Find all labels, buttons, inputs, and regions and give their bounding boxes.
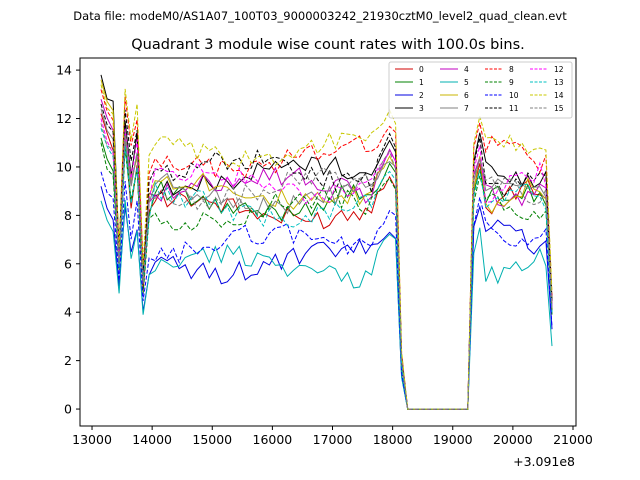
x-tick-label: 19000	[433, 432, 473, 447]
series-line-0	[100, 113, 553, 410]
x-tick-label: 18000	[373, 432, 413, 447]
legend-label-1: 1	[419, 78, 424, 87]
legend-label-6: 6	[464, 91, 469, 100]
series-line-14	[100, 84, 553, 410]
legend-label-11: 11	[509, 104, 519, 113]
series-line-5	[100, 199, 553, 410]
series-line-8	[100, 89, 553, 410]
x-tick-label: 21000	[553, 432, 593, 447]
series-line-12	[100, 118, 553, 410]
y-tick-label: 4	[64, 305, 72, 320]
y-tick-label: 12	[56, 111, 72, 126]
legend-label-7: 7	[464, 104, 469, 113]
series-line-9	[100, 142, 553, 410]
series-line-10	[100, 171, 553, 410]
series-line-1	[100, 137, 553, 410]
series-line-13	[100, 128, 553, 410]
plot-lines	[100, 74, 553, 410]
legend-label-2: 2	[419, 91, 424, 100]
legend-label-5: 5	[464, 78, 469, 87]
series-line-4	[100, 99, 553, 410]
y-tick-label: 8	[64, 208, 72, 223]
series-line-3	[100, 74, 553, 410]
x-tick-label: 17000	[313, 432, 353, 447]
x-offset-label: +3.091e8	[513, 454, 575, 469]
suptitle: Data file: modeM0/AS1A07_100T03_90000032…	[73, 9, 567, 23]
chart-title: Quadrant 3 module wise count rates with …	[131, 37, 525, 53]
x-tick-label: 15000	[192, 432, 232, 447]
series-line-15	[100, 123, 553, 410]
x-tick-label: 20000	[493, 432, 533, 447]
x-tick-label: 13000	[72, 432, 112, 447]
y-tick-label: 10	[56, 159, 72, 174]
legend-box	[388, 61, 573, 119]
y-tick-label: 2	[64, 353, 72, 368]
legend-label-12: 12	[554, 65, 564, 74]
y-tick-label: 6	[64, 256, 72, 271]
y-tick-label: 0	[64, 402, 72, 417]
legend-label-0: 0	[419, 65, 424, 74]
series-line-2	[100, 186, 553, 410]
legend-label-10: 10	[509, 91, 519, 100]
series-line-6	[100, 79, 553, 410]
x-tick-label: 14000	[132, 432, 172, 447]
x-axis: 13000 14000 15000 16000 17000 18000 19000 20000…	[72, 426, 593, 447]
legend-label-3: 3	[419, 104, 424, 113]
axes-frame	[79, 57, 577, 427]
legend-label-15: 15	[554, 104, 564, 113]
y-tick-label: 14	[56, 63, 72, 78]
legend-label-4: 4	[464, 65, 469, 74]
series-line-11	[100, 103, 553, 410]
y-axis: 0 2 4 6 8 10 12 14	[56, 63, 80, 417]
x-tick-label: 16000	[253, 432, 293, 447]
legend-label-13: 13	[554, 78, 564, 87]
legend-label-8: 8	[509, 65, 514, 74]
legend-label-9: 9	[509, 78, 514, 87]
legend-label-14: 14	[554, 91, 564, 100]
